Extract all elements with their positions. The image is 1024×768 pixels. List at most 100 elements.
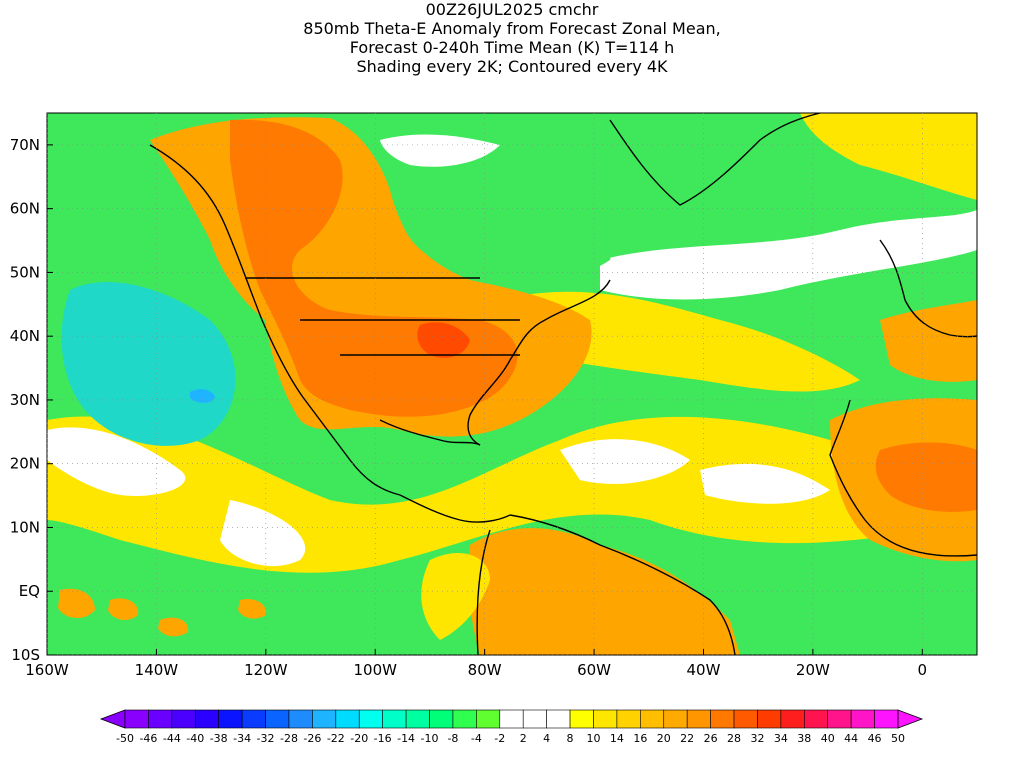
coast-north-america-east bbox=[467, 279, 611, 446]
graticule bbox=[47, 113, 977, 655]
colorbar-label: -20 bbox=[350, 732, 368, 745]
lon-tick-label: 100W bbox=[354, 661, 398, 679]
tropical-white-patches bbox=[47, 427, 830, 567]
colorbar-swatch bbox=[452, 709, 477, 729]
coast-south-america bbox=[476, 514, 736, 655]
colorbar-label: -4 bbox=[471, 732, 482, 745]
colorbar-label: 10 bbox=[586, 732, 600, 745]
coast-north-america-west bbox=[149, 144, 401, 496]
coast-europe bbox=[879, 239, 977, 338]
colorbar-swatch bbox=[358, 709, 383, 729]
colorbar-swatch bbox=[780, 709, 805, 729]
colorbar-label: 40 bbox=[821, 732, 835, 745]
coast-us-borders bbox=[245, 277, 520, 356]
colorbar-label: 14 bbox=[610, 732, 624, 745]
lon-tick-label: 160W bbox=[25, 661, 69, 679]
colorbar-label: -28 bbox=[280, 732, 298, 745]
longitude-axis: 160W 140W 120W 100W 80W 60W 40W 20W 0 bbox=[25, 649, 927, 679]
coast-gulf-mexico bbox=[379, 419, 481, 446]
colorbar-swatch bbox=[241, 709, 266, 729]
colorbar: -50 -46 -44 -40 -38 -34 -32 -28 -26 -22 -20 -16 -14-… bbox=[99, 709, 924, 745]
colorbar-swatch bbox=[148, 709, 173, 729]
canada-green bbox=[389, 164, 613, 282]
colorbar-swatch bbox=[335, 709, 360, 729]
coast-greenland bbox=[609, 113, 821, 206]
colorbar-label: -40 bbox=[186, 732, 204, 745]
colorbar-swatch bbox=[218, 709, 243, 729]
colorbar-label: 26 bbox=[704, 732, 718, 745]
colorbar-label: -2 bbox=[494, 732, 505, 745]
colorbar-swatch bbox=[733, 709, 758, 729]
europe-orange bbox=[880, 300, 977, 382]
colorbar-swatch bbox=[171, 709, 196, 729]
colorbar-label: 8 bbox=[567, 732, 574, 745]
africa-hot bbox=[875, 442, 977, 512]
lat-tick-label: 10N bbox=[10, 518, 40, 536]
south-america-yellow bbox=[421, 552, 490, 640]
colorbar-swatch bbox=[569, 709, 594, 729]
colorbar-label: -26 bbox=[303, 732, 321, 745]
atlantic-yellow-stream bbox=[500, 291, 860, 392]
colorbar-label: -32 bbox=[257, 732, 275, 745]
lon-tick-label: 120W bbox=[244, 661, 288, 679]
colorbar-label: 16 bbox=[633, 732, 647, 745]
title-line-4: Shading every 2K; Contoured every 4K bbox=[356, 57, 668, 76]
lat-tick-label: EQ bbox=[19, 582, 40, 600]
canada-white bbox=[380, 134, 500, 167]
pacific-blue-spot bbox=[190, 389, 215, 403]
colorbar-label: 28 bbox=[727, 732, 741, 745]
atlantic-white-stream bbox=[600, 210, 977, 300]
colorbar-label: -38 bbox=[210, 732, 228, 745]
colorbar-swatch bbox=[429, 709, 454, 729]
colorbar-label: 44 bbox=[844, 732, 858, 745]
colorbar-label: -16 bbox=[374, 732, 392, 745]
colorbar-label: -46 bbox=[139, 732, 157, 745]
colorbar-swatch bbox=[850, 709, 875, 729]
colorbar-swatch bbox=[804, 709, 829, 729]
colorbar-swatch bbox=[476, 709, 501, 729]
latitude-axis: 70N 60N 50N 40N 30N 20N 10N EQ 10S bbox=[10, 136, 53, 664]
colorbar-swatch bbox=[710, 709, 735, 729]
colorbar-label: -34 bbox=[233, 732, 251, 745]
title-line-1: 00Z26JUL2025 cmchr bbox=[425, 0, 599, 19]
colorbar-label: 20 bbox=[657, 732, 671, 745]
colorbar-label: 46 bbox=[868, 732, 882, 745]
colorbar-swatch bbox=[593, 709, 618, 729]
lat-tick-label: 30N bbox=[10, 391, 40, 409]
colorbar-label: 34 bbox=[774, 732, 788, 745]
colorbar-label: -50 bbox=[116, 732, 134, 745]
colorbar-right-arrow bbox=[897, 709, 924, 729]
colorbar-swatch bbox=[757, 709, 782, 729]
lat-tick-label: 40N bbox=[10, 327, 40, 345]
colorbar-swatch bbox=[382, 709, 407, 729]
colorbar-swatch bbox=[405, 709, 430, 729]
lon-tick-label: 140W bbox=[135, 661, 179, 679]
colorbar-swatch bbox=[616, 709, 641, 729]
colorbar-swatch bbox=[288, 709, 313, 729]
colorbar-label: -8 bbox=[447, 732, 458, 745]
colorbar-label: 22 bbox=[680, 732, 694, 745]
colorbar-swatch bbox=[265, 709, 290, 729]
colorbar-label: -10 bbox=[421, 732, 439, 745]
colorbar-label: 32 bbox=[750, 732, 764, 745]
pacific-warm-blobs bbox=[58, 588, 267, 637]
colorbar-left-arrow bbox=[99, 709, 126, 729]
colorbar-swatch bbox=[194, 709, 219, 729]
lat-tick-label: 10S bbox=[11, 646, 40, 664]
colorbar-label: 2 bbox=[520, 732, 527, 745]
lon-tick-label: 60W bbox=[577, 661, 611, 679]
colorbar-swatch bbox=[124, 709, 149, 729]
lon-tick-label: 80W bbox=[468, 661, 502, 679]
lat-tick-label: 50N bbox=[10, 263, 40, 281]
colorbar-swatch bbox=[874, 709, 899, 729]
colorbar-label: 38 bbox=[797, 732, 811, 745]
colorbar-swatch bbox=[640, 709, 665, 729]
lat-tick-label: 60N bbox=[10, 200, 40, 218]
shaded-field bbox=[47, 113, 977, 655]
colorbar-label: -14 bbox=[397, 732, 415, 745]
colorbar-swatch bbox=[663, 709, 688, 729]
colorbar-label: 4 bbox=[543, 732, 550, 745]
lon-tick-label: 40W bbox=[687, 661, 721, 679]
coast-africa bbox=[829, 399, 977, 557]
